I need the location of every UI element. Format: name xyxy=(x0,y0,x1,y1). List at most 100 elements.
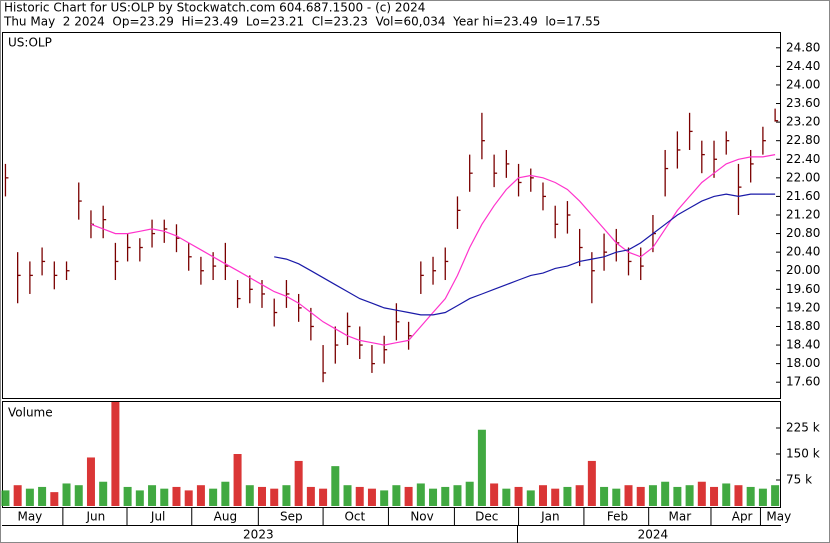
volume-bar xyxy=(270,488,279,506)
volume-panel xyxy=(2,401,781,508)
year-label: 2024 xyxy=(638,528,669,542)
volume-bar xyxy=(722,483,731,506)
volume-bar xyxy=(294,460,303,506)
volume-bar xyxy=(62,483,71,506)
x-tick-label: Sep xyxy=(280,510,303,524)
x-tick-label: Nov xyxy=(410,510,433,524)
volume-bar xyxy=(441,486,450,506)
x-tick-label: Feb xyxy=(607,510,628,524)
volume-bar xyxy=(636,486,645,506)
y-tick-label: 19.20 xyxy=(786,300,820,314)
volume-bar xyxy=(673,486,682,506)
volume-bar xyxy=(74,485,83,506)
volume-bar xyxy=(526,490,535,506)
volume-bar xyxy=(514,486,523,506)
x-tick-label: Aug xyxy=(214,510,237,524)
volume-bar xyxy=(490,483,499,506)
year-label: 2023 xyxy=(243,528,274,542)
volume-bar xyxy=(416,483,425,506)
volume-bar xyxy=(575,485,584,506)
y-tick-label: 18.40 xyxy=(786,338,820,352)
y-tick-label: 17.60 xyxy=(786,375,820,389)
volume-bar xyxy=(477,429,486,506)
volume-bar xyxy=(563,486,572,506)
volume-bar xyxy=(331,466,340,506)
volume-bar xyxy=(209,488,218,506)
volume-bar xyxy=(135,490,144,506)
volume-bar xyxy=(111,402,120,506)
y-tick-label: 225 k xyxy=(786,421,820,435)
header-line2: Thu May 2 2024 Op=23.29 Hi=23.49 Lo=23.2… xyxy=(3,15,600,29)
volume-bar xyxy=(710,486,719,506)
volume-bar xyxy=(771,485,780,506)
volume-bar xyxy=(86,457,95,506)
volume-bar xyxy=(148,485,157,506)
volume-bar xyxy=(50,492,59,506)
y-tick-label: 24.40 xyxy=(786,59,820,73)
volume-bar xyxy=(612,488,621,506)
volume-bar xyxy=(429,488,438,506)
y-tick-label: 20.80 xyxy=(786,226,820,240)
y-tick-label: 20.40 xyxy=(786,245,820,259)
volume-bar xyxy=(160,488,169,506)
volume-bar xyxy=(196,485,205,506)
x-tick-label: Jun xyxy=(85,510,105,524)
volume-bar xyxy=(600,486,609,506)
volume-bar xyxy=(380,490,389,506)
y-tick-label: 150 k xyxy=(786,447,820,461)
volume-bar xyxy=(367,488,376,506)
moving-average xyxy=(274,193,776,316)
y-tick-label: 18.80 xyxy=(786,319,820,333)
volume-bar xyxy=(99,481,108,506)
price-title: US:OLP xyxy=(8,36,52,50)
volume-bar xyxy=(245,485,254,506)
volume-bar xyxy=(685,485,694,506)
volume-bar xyxy=(453,485,462,506)
volume-bar xyxy=(502,488,511,506)
y-tick-label: 21.60 xyxy=(786,189,820,203)
y-tick-label: 21.20 xyxy=(786,208,820,222)
volume-bar xyxy=(13,485,22,506)
x-tick-label: Jan xyxy=(540,510,560,524)
volume-bar xyxy=(1,490,10,506)
volume-bar xyxy=(648,485,657,506)
x-tick-label: May xyxy=(766,510,791,524)
volume-bar xyxy=(306,486,315,506)
price-panel xyxy=(2,32,781,399)
x-tick-label: Apr xyxy=(732,510,753,524)
y-tick-label: 75 k xyxy=(786,473,812,487)
y-tick-label: 20.00 xyxy=(786,263,820,277)
volume-bar xyxy=(258,486,266,506)
moving-average xyxy=(90,154,776,346)
y-tick-label: 22.80 xyxy=(786,133,820,147)
volume-bar xyxy=(25,488,34,506)
y-tick-label: 23.60 xyxy=(786,96,820,110)
volume-bar xyxy=(587,460,596,506)
x-tick-label: Mar xyxy=(669,510,692,524)
volume-bar xyxy=(661,481,670,506)
y-tick-label: 22.00 xyxy=(786,170,820,184)
x-tick-label: Jul xyxy=(150,510,165,524)
volume-bar xyxy=(319,488,328,506)
volume-bar xyxy=(624,485,633,506)
x-tick-label: Dec xyxy=(475,510,498,524)
volume-bar xyxy=(392,485,401,506)
x-tick-label: Oct xyxy=(344,510,365,524)
volume-bar xyxy=(465,481,474,506)
header-line1: Historic Chart for US:OLP by Stockwatch.… xyxy=(4,1,425,15)
volume-bar xyxy=(404,486,413,506)
y-tick-label: 18.00 xyxy=(786,356,820,370)
volume-bar xyxy=(538,485,547,506)
y-tick-label: 22.40 xyxy=(786,152,820,166)
y-tick-label: 23.20 xyxy=(786,115,820,129)
y-tick-label: 24.00 xyxy=(786,77,820,91)
volume-bar xyxy=(233,454,242,506)
volume-bar xyxy=(38,486,47,506)
volume-bar xyxy=(746,486,755,506)
volume-bar xyxy=(343,485,352,506)
volume-bar xyxy=(758,488,767,506)
volume-bar xyxy=(734,485,743,506)
volume-bar xyxy=(551,488,560,506)
